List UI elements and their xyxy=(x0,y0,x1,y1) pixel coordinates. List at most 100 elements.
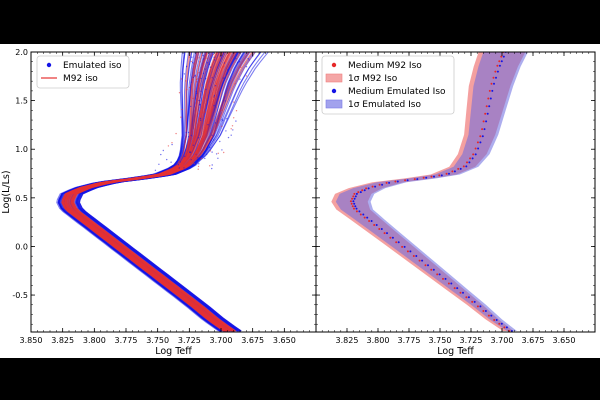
emulated-iso-point xyxy=(211,119,214,121)
emulated-median-point xyxy=(438,273,441,276)
emulated-iso-point xyxy=(204,157,206,160)
emulated-iso-point xyxy=(214,122,217,124)
y-tick-label: 1.0 xyxy=(15,145,28,154)
m92-iso-track xyxy=(64,52,228,332)
emulated-median-point xyxy=(355,207,358,210)
m92-median-point xyxy=(413,178,416,181)
m92-iso-track xyxy=(70,52,241,332)
m92-iso-track xyxy=(71,52,234,332)
emulated-median-point xyxy=(386,232,388,235)
emulated-iso-point xyxy=(213,139,215,141)
emulated-iso-track xyxy=(66,52,229,332)
legend-marker-dot xyxy=(331,88,337,94)
emulated-median-point xyxy=(473,300,476,303)
emulated-iso-point xyxy=(232,129,234,131)
emulated-median-point xyxy=(354,195,357,198)
m92-median-point xyxy=(476,141,479,144)
emulated-iso-point xyxy=(188,86,191,89)
legend-label: Medium Emulated Iso xyxy=(348,87,446,97)
emulated-iso-point xyxy=(198,57,200,59)
emulated-iso-point xyxy=(181,108,183,111)
emulated-median-point xyxy=(468,161,471,164)
m92-median-point xyxy=(482,310,485,312)
x-tick-label: 3.725 xyxy=(460,336,483,345)
m92-median-point xyxy=(351,197,354,200)
emulated-iso-point xyxy=(221,118,223,121)
panel-left: 3.850 3.825 3.800 3.775 3.750 3.725 3.700 3.675… xyxy=(1,48,317,357)
m92-iso-track xyxy=(61,52,224,332)
m92-median-point xyxy=(487,314,490,317)
emulated-iso-point xyxy=(199,61,201,63)
m92-iso-track xyxy=(64,52,227,332)
x-tick-label: 3.750 xyxy=(429,336,452,345)
m92-iso-track xyxy=(66,52,230,332)
emulated-iso-point xyxy=(212,53,215,56)
m92-median-point xyxy=(445,172,448,175)
x-tick-label: 3.775 xyxy=(398,336,421,345)
emulated-iso-point xyxy=(213,104,215,107)
emulated-iso-point xyxy=(220,109,223,112)
emulated-iso-point xyxy=(206,62,209,64)
emulated-iso-point xyxy=(180,78,183,80)
emulated-iso-point xyxy=(162,149,164,152)
emulated-iso-point xyxy=(200,90,202,93)
m92-median-point xyxy=(488,89,491,92)
y-tick-label: 0.0 xyxy=(15,242,28,251)
m92-iso-track xyxy=(61,52,225,332)
emulated-iso-point xyxy=(222,65,225,68)
m92-iso-track xyxy=(65,52,229,332)
emulated-median-point xyxy=(479,141,482,144)
m92-iso-track xyxy=(73,52,250,332)
m92-median-point xyxy=(465,296,468,299)
x-tick-label: 3.850 xyxy=(20,336,43,345)
m92-median-point xyxy=(385,181,388,184)
emulated-iso-point xyxy=(179,161,181,163)
emulated-iso-point xyxy=(209,66,212,68)
m92-median-point xyxy=(500,55,503,58)
m92-iso-track xyxy=(63,52,227,332)
m92-iso-track xyxy=(64,52,228,332)
emulated-iso-point xyxy=(235,110,238,112)
emulated-iso-point xyxy=(202,54,204,57)
emulated-iso-point xyxy=(213,56,215,58)
x-tick-label: 3.725 xyxy=(178,336,201,345)
emulated-iso-point xyxy=(224,94,226,96)
m92-median-point xyxy=(479,135,482,138)
emulated-median-point xyxy=(498,64,501,67)
emulated-iso-point xyxy=(190,105,192,108)
m92-median-point xyxy=(412,255,415,257)
m92-iso-track xyxy=(69,52,233,332)
emulated-iso-point xyxy=(219,140,221,143)
emulated-iso-point xyxy=(245,66,248,68)
m92-iso-track xyxy=(71,52,235,332)
emulated-iso-point xyxy=(211,164,213,166)
m92-median-point xyxy=(474,147,477,150)
m92-median-point xyxy=(424,264,427,267)
m92-median-point xyxy=(394,180,397,183)
m92-iso-track xyxy=(64,52,227,332)
emulated-iso-point xyxy=(178,92,181,94)
m92-iso-track xyxy=(65,52,229,332)
m92-iso-track xyxy=(62,52,226,332)
emulated-iso-point xyxy=(167,145,170,147)
m92-median-point xyxy=(494,70,497,73)
emulated-median-point xyxy=(416,178,419,181)
emulated-iso-point xyxy=(192,67,195,70)
emulated-sigma-band xyxy=(335,52,528,331)
emulated-median-point xyxy=(459,167,462,170)
m92-median-point xyxy=(383,232,386,235)
emulated-iso-point xyxy=(202,58,205,60)
emulated-median-point xyxy=(500,322,503,325)
legend-label: Emulated iso xyxy=(63,61,122,71)
emulated-iso-point xyxy=(213,97,215,99)
m92-iso-track xyxy=(62,52,226,332)
emulated-iso-point xyxy=(183,167,185,169)
m92-iso-track xyxy=(65,52,229,332)
y-tick-label: 1.5 xyxy=(15,97,28,106)
emulated-iso-point xyxy=(213,59,216,61)
emulated-iso-point xyxy=(190,159,192,161)
emulated-median-point xyxy=(440,174,443,177)
m92-median-point xyxy=(373,224,376,226)
m92-iso-track xyxy=(62,52,226,332)
emulated-iso-point xyxy=(186,89,188,91)
